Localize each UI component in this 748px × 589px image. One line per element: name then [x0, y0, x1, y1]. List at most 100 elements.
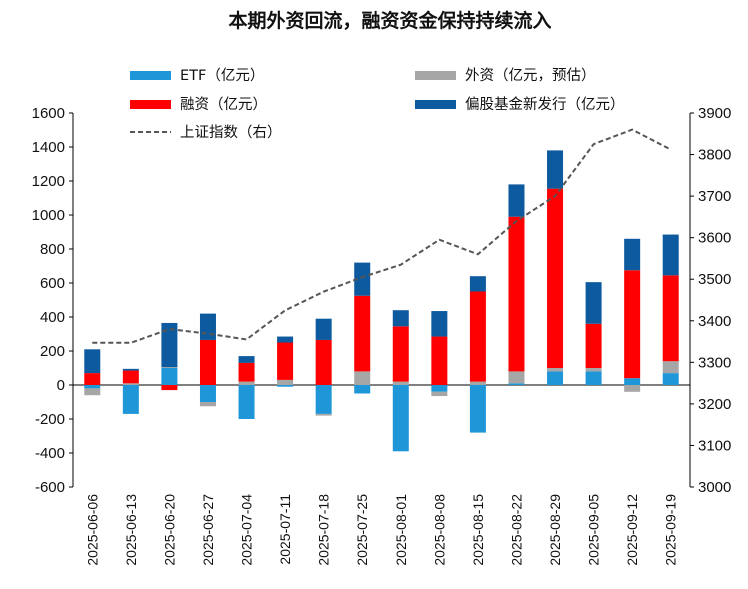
bar-2-2025-09-05 [585, 368, 602, 372]
bar-4-2025-08-01 [392, 310, 409, 327]
legend-swatch [415, 100, 456, 109]
bar-3-2025-08-08 [431, 336, 448, 385]
x-tick-label: 2025-09-19 [663, 494, 679, 566]
bar-3-2025-08-01 [392, 326, 409, 382]
bar-2-2025-08-15 [469, 381, 486, 385]
left-tick-label: 200 [40, 343, 65, 360]
x-tick-label: 2025-07-04 [239, 494, 255, 566]
bar-3-2025-07-04 [238, 362, 255, 382]
right-tick-label: 3400 [698, 313, 731, 330]
legend: ETF（亿元） 外资（亿元，预估） 融资（亿元） 偏股基金新发行（亿元） 上证指数（右） [130, 67, 625, 141]
legend-swatch [415, 71, 456, 80]
bar-2-2025-06-20 [161, 367, 178, 368]
bar-1-2025-07-25 [354, 385, 371, 394]
legend-label: 偏股基金新发行（亿元） [465, 96, 625, 113]
x-tick-label: 2025-08-15 [470, 494, 486, 566]
x-tick-label: 2025-07-18 [316, 494, 332, 566]
x-tick-label: 2025-06-06 [84, 494, 100, 566]
bar-4-2025-07-18 [315, 318, 332, 340]
bar-1-2025-08-08 [431, 385, 448, 392]
bar-1-2025-06-20 [161, 368, 178, 385]
legend-label: 融资（亿元） [180, 96, 267, 113]
bar-4-2025-09-19 [662, 234, 679, 276]
bar-3-2025-06-20 [161, 385, 178, 391]
bar-4-2025-06-06 [84, 349, 101, 374]
legend-swatch [130, 71, 171, 80]
x-tick-label: 2025-08-08 [431, 494, 447, 566]
bar-4-2025-06-20 [161, 322, 178, 368]
x-tick-label: 2025-09-12 [624, 494, 640, 566]
bar-3-2025-06-06 [84, 373, 101, 385]
bar-3-2025-08-15 [469, 291, 486, 382]
bar-2-2025-09-19 [662, 361, 679, 374]
left-tick-label: -200 [35, 411, 65, 428]
x-tick-label: 2025-08-01 [393, 494, 409, 566]
legend-label: 上证指数（右） [180, 124, 282, 141]
bar-1-2025-09-05 [585, 371, 602, 385]
left-tick-label: 1400 [32, 139, 65, 156]
bar-2-2025-07-18 [315, 413, 332, 416]
bar-1-2025-09-19 [662, 373, 679, 385]
bar-2-2025-08-22 [508, 371, 525, 384]
bar-3-2025-08-22 [508, 216, 525, 372]
bar-4-2025-08-08 [431, 311, 448, 337]
bar-2-2025-06-27 [199, 402, 216, 407]
ticks-layer: -600 -400 -200 0 200 400 600 800 1000 1200 1400 160… [32, 105, 732, 566]
bar-4-2025-08-29 [547, 150, 564, 189]
line-layer [92, 128, 672, 344]
chart-title: 本期外资回流，融资资金保持持续流入 [228, 9, 551, 32]
bar-1-2025-08-01 [392, 385, 409, 452]
bar-4-2025-07-25 [354, 262, 371, 296]
bar-2-2025-07-04 [238, 381, 255, 385]
bar-4-2025-08-15 [469, 276, 486, 292]
bar-2-2025-06-13 [122, 383, 139, 385]
bar-1-2025-07-11 [277, 385, 294, 387]
bar-1-2025-06-06 [84, 385, 101, 389]
bar-2-2025-07-25 [354, 371, 371, 385]
bar-1-2025-09-12 [624, 378, 641, 385]
bar-4-2025-06-27 [199, 313, 216, 340]
left-tick-label: 0 [57, 377, 65, 394]
x-tick-label: 2025-09-05 [586, 494, 602, 566]
x-tick-label: 2025-07-25 [354, 494, 370, 566]
bar-2-2025-06-06 [84, 388, 101, 396]
right-tick-label: 3500 [698, 271, 731, 288]
x-tick-label: 2025-08-22 [508, 494, 524, 566]
bar-1-2025-08-29 [547, 371, 564, 385]
bar-2-2025-07-11 [277, 379, 294, 385]
right-tick-label: 3900 [698, 105, 731, 122]
right-tick-label: 3000 [698, 479, 731, 496]
bar-2-2025-08-08 [431, 391, 448, 397]
left-tick-label: 800 [40, 241, 65, 258]
right-tick-label: 3700 [698, 188, 731, 205]
bar-1-2025-06-13 [122, 385, 139, 414]
bar-1-2025-07-04 [238, 385, 255, 419]
right-tick-label: 3600 [698, 230, 731, 247]
bar-2-2025-08-29 [547, 368, 564, 372]
index-line [92, 128, 672, 344]
right-tick-label: 3300 [698, 354, 731, 371]
bar-3-2025-09-12 [624, 270, 641, 379]
x-tick-label: 2025-06-27 [200, 494, 216, 566]
bar-4-2025-07-04 [238, 356, 255, 363]
x-tick-label: 2025-08-29 [547, 494, 563, 566]
left-tick-label: -400 [35, 445, 65, 462]
bar-2-2025-09-12 [624, 385, 641, 392]
left-tick-label: 600 [40, 275, 65, 292]
bar-4-2025-09-05 [585, 282, 602, 324]
bar-4-2025-07-11 [277, 336, 294, 343]
bar-3-2025-06-27 [199, 339, 216, 385]
bars-layer [84, 150, 679, 452]
bar-1-2025-06-27 [199, 385, 216, 402]
bar-3-2025-06-13 [122, 370, 139, 384]
bar-4-2025-06-13 [122, 368, 139, 371]
bar-2-2025-08-01 [392, 381, 409, 385]
bar-3-2025-07-11 [277, 342, 294, 380]
left-tick-label: 1200 [32, 173, 65, 190]
bar-1-2025-08-15 [469, 385, 486, 433]
left-tick-label: 400 [40, 309, 65, 326]
bar-3-2025-09-05 [585, 323, 602, 368]
